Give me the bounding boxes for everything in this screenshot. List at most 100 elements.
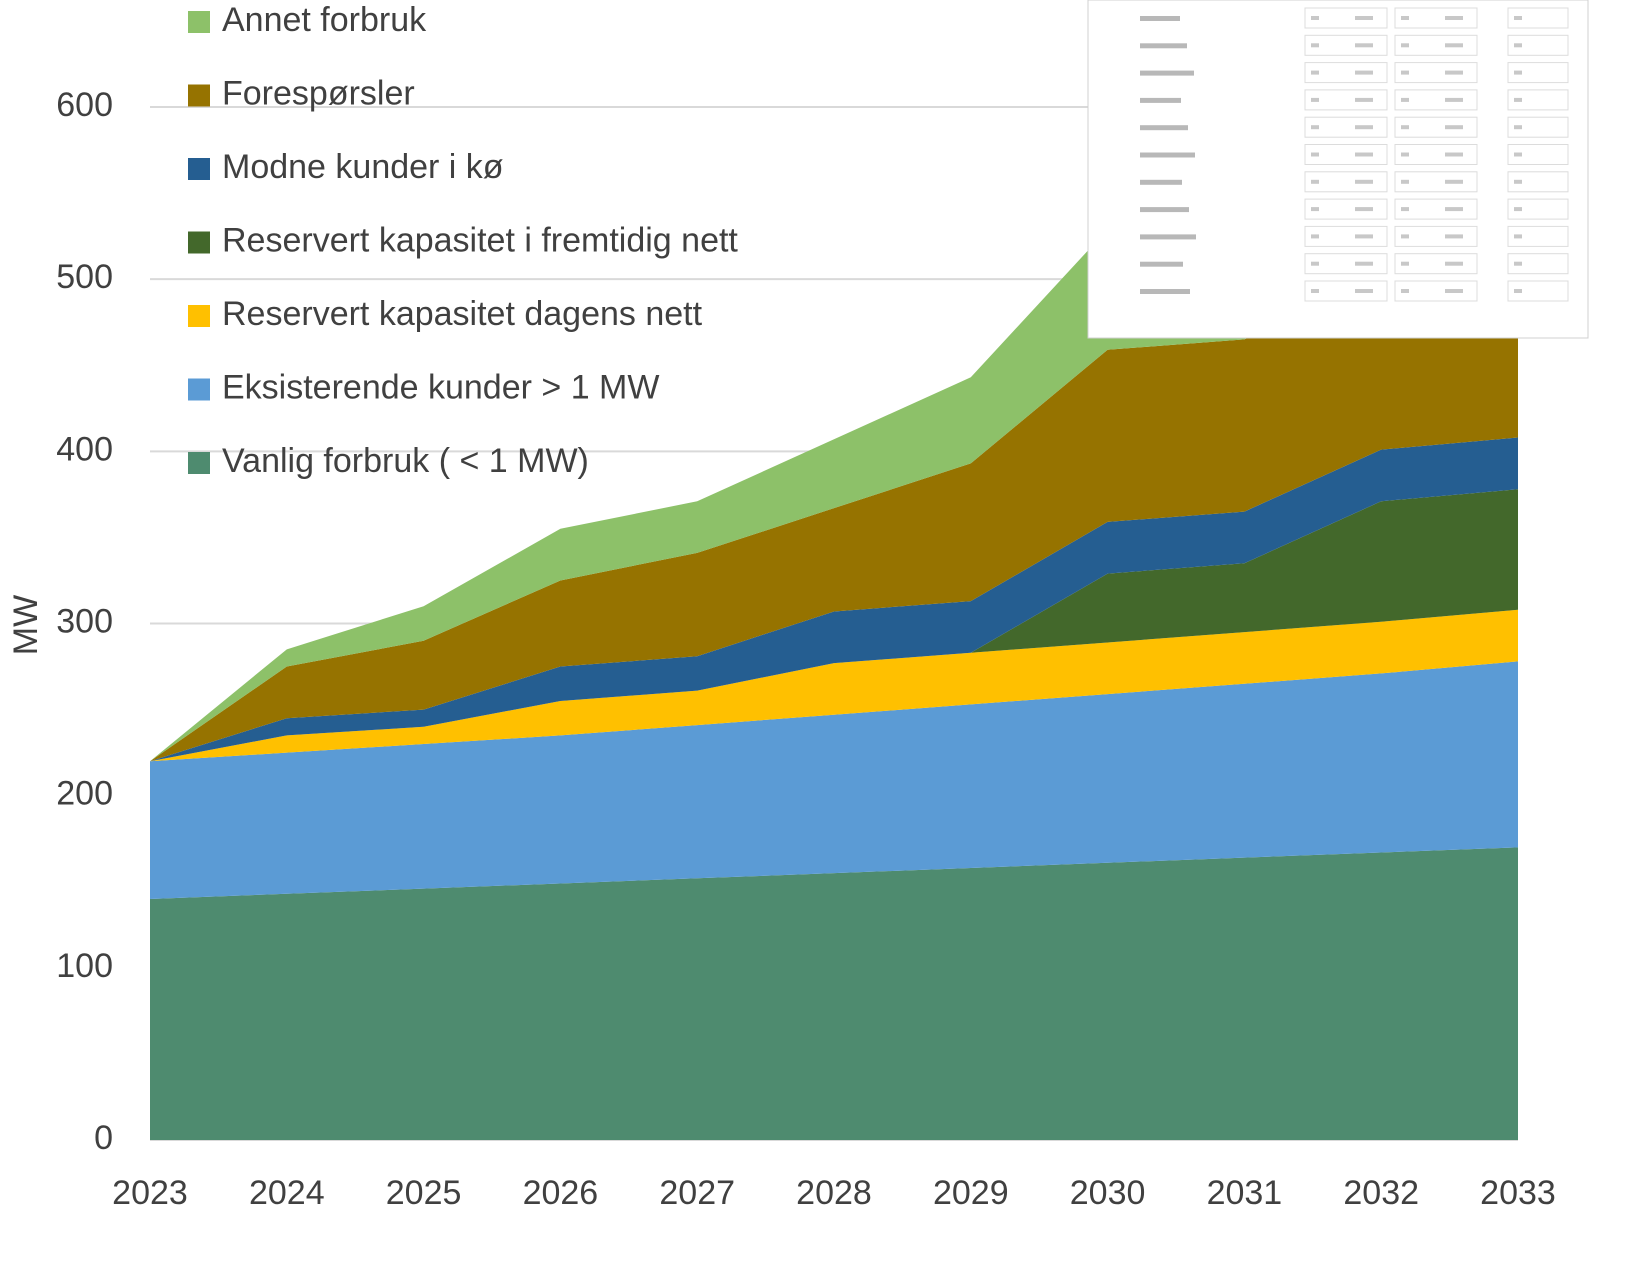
overlay-input-text — [1514, 289, 1522, 293]
overlay-unit-text — [1355, 16, 1373, 20]
overlay-row-label — [1140, 289, 1190, 294]
y-tick-label: 100 — [56, 947, 113, 985]
overlay-input-text — [1311, 43, 1319, 47]
x-tick-label: 2026 — [523, 1174, 599, 1212]
overlay-unit-text — [1445, 289, 1463, 293]
legend-label: Reservert kapasitet dagens nett — [222, 295, 703, 333]
overlay-input-text — [1401, 180, 1409, 184]
overlay-row-label — [1140, 153, 1195, 158]
legend-swatch — [188, 305, 210, 327]
overlay-input-text — [1311, 71, 1319, 75]
overlay-unit-text — [1445, 207, 1463, 211]
overlay-input-text — [1514, 153, 1522, 157]
legend-swatch — [188, 232, 210, 254]
legend-label: Eksisterende kunder > 1 MW — [222, 368, 659, 406]
overlay-input-text — [1311, 207, 1319, 211]
overlay-input-text — [1514, 125, 1522, 129]
x-tick-label: 2030 — [1070, 1174, 1146, 1212]
overlay-input-text — [1401, 71, 1409, 75]
overlay-unit-text — [1445, 234, 1463, 238]
x-tick-label: 2033 — [1480, 1174, 1556, 1212]
overlay-row-label — [1140, 16, 1180, 21]
overlay-row-label — [1140, 125, 1188, 130]
overlay-input-text — [1401, 207, 1409, 211]
legend-swatch — [188, 11, 210, 33]
legend-label: Forespørsler — [222, 74, 415, 112]
area — [150, 847, 1518, 1140]
overlay-input-text — [1401, 43, 1409, 47]
overlay-input-text — [1514, 180, 1522, 184]
y-tick-label: 500 — [56, 258, 113, 296]
overlay-input-text — [1311, 125, 1319, 129]
overlay-input-text — [1311, 16, 1319, 20]
overlay-unit-text — [1445, 125, 1463, 129]
overlay-input-text — [1514, 262, 1522, 266]
overlay-row-label — [1140, 180, 1182, 185]
overlay-input-text — [1311, 262, 1319, 266]
overlay-unit-text — [1355, 207, 1373, 211]
x-tick-label: 2031 — [1207, 1174, 1283, 1212]
y-tick-label: 200 — [56, 775, 113, 813]
x-tick-label: 2032 — [1343, 1174, 1419, 1212]
overlay-input-text — [1514, 98, 1522, 102]
legend-swatch — [188, 379, 210, 401]
overlay-input-text — [1401, 289, 1409, 293]
legend-swatch — [188, 158, 210, 180]
x-tick-label: 2025 — [386, 1174, 462, 1212]
x-tick-label: 2028 — [796, 1174, 872, 1212]
overlay-unit-text — [1445, 262, 1463, 266]
legend-swatch — [188, 85, 210, 107]
legend-label: Reservert kapasitet i fremtidig nett — [222, 221, 738, 259]
overlay-input-text — [1311, 180, 1319, 184]
overlay-input-text — [1401, 262, 1409, 266]
overlay-unit-text — [1355, 289, 1373, 293]
overlay-unit-text — [1355, 234, 1373, 238]
overlay-input-text — [1514, 71, 1522, 75]
overlay-input-text — [1311, 153, 1319, 157]
overlay-input-text — [1514, 207, 1522, 211]
overlay-unit-text — [1445, 98, 1463, 102]
overlay-input-text — [1514, 16, 1522, 20]
y-tick-label: 600 — [56, 86, 113, 124]
chart: 0100200300400500600202320242025202620272… — [0, 0, 1645, 1273]
overlay-unit-text — [1355, 43, 1373, 47]
overlay-unit-text — [1355, 180, 1373, 184]
overlay-row-label — [1140, 262, 1183, 267]
overlay-row-label — [1140, 207, 1189, 212]
overlay-row-label — [1140, 98, 1181, 103]
legend-label: Modne kunder i kø — [222, 148, 504, 186]
overlay-unit-text — [1445, 153, 1463, 157]
overlay-input-text — [1514, 43, 1522, 47]
overlay-unit-text — [1445, 71, 1463, 75]
legend: Vanlig forbruk ( < 1 MW) Eksisterende kun… — [188, 1, 738, 480]
overlay-row-label — [1140, 234, 1196, 239]
legend-label: Vanlig forbruk ( < 1 MW) — [222, 442, 589, 480]
y-tick-label: 300 — [56, 602, 113, 640]
overlay-input-text — [1311, 289, 1319, 293]
y-axis-label: MW — [7, 595, 45, 655]
screenshot-overlay — [1088, 0, 1588, 338]
overlay-unit-text — [1445, 180, 1463, 184]
overlay-unit-text — [1445, 43, 1463, 47]
overlay-input-text — [1514, 234, 1522, 238]
x-tick-label: 2023 — [112, 1174, 188, 1212]
overlay-unit-text — [1355, 125, 1373, 129]
x-tick-label: 2029 — [933, 1174, 1009, 1212]
y-tick-label: 0 — [94, 1119, 113, 1157]
overlay-input-text — [1311, 234, 1319, 238]
overlay-input-text — [1401, 153, 1409, 157]
overlay-unit-text — [1355, 153, 1373, 157]
legend-label: Annet forbruk — [222, 1, 427, 39]
overlay-unit-text — [1445, 16, 1463, 20]
overlay-row-label — [1140, 43, 1187, 48]
x-tick-label: 2024 — [249, 1174, 325, 1212]
overlay-input-text — [1401, 16, 1409, 20]
legend-swatch — [188, 452, 210, 474]
overlay-unit-text — [1355, 71, 1373, 75]
overlay-input-text — [1401, 98, 1409, 102]
overlay-input-text — [1401, 234, 1409, 238]
overlay-row-label — [1140, 71, 1194, 76]
overlay-input-text — [1311, 98, 1319, 102]
overlay-unit-text — [1355, 262, 1373, 266]
overlay-unit-text — [1355, 98, 1373, 102]
